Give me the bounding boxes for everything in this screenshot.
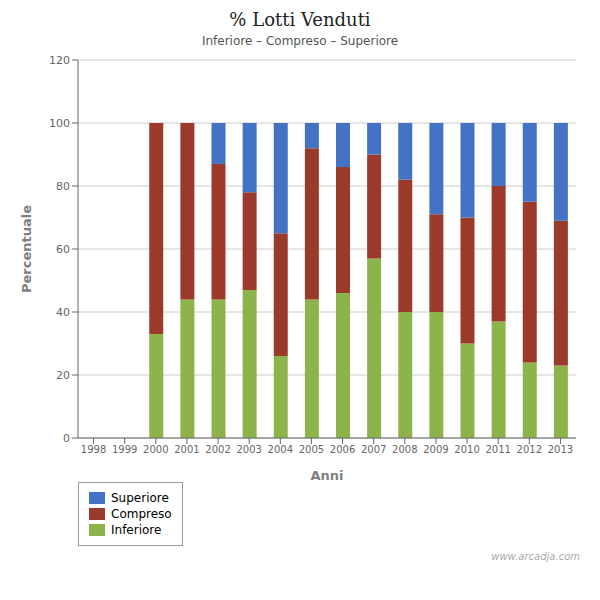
html-text:Inferiore – Compreso – Superio: Inferiore – Compreso – Superiore <box>201 34 399 48</box>
svg-text:Anni: Anni <box>310 468 343 483</box>
svg-text:1999: 1999 <box>112 444 137 455</box>
svg-text:120: 120 <box>49 54 70 67</box>
svg-text:2012: 2012 <box>517 444 542 455</box>
svg-text:2005: 2005 <box>299 444 324 455</box>
svg-text:2003: 2003 <box>236 444 261 455</box>
svg-text:2011: 2011 <box>485 444 510 455</box>
svg-text:2013: 2013 <box>548 444 573 455</box>
svg-text:80: 80 <box>56 180 70 193</box>
svg-text:0: 0 <box>63 432 70 445</box>
html-text:Superiore: Superiore <box>111 491 169 505</box>
svg-text:2004: 2004 <box>268 444 293 455</box>
svg-text:60: 60 <box>56 243 70 256</box>
svg-text:2009: 2009 <box>423 444 448 455</box>
svg-text:2000: 2000 <box>143 444 168 455</box>
svg-text:2007: 2007 <box>361 444 386 455</box>
svg-text:Percentuale: Percentuale <box>19 205 34 293</box>
svg-text:2008: 2008 <box>392 444 417 455</box>
svg-text:20: 20 <box>56 369 70 382</box>
svg-text:2001: 2001 <box>174 444 199 455</box>
html-text:Inferiore: Inferiore <box>111 523 162 537</box>
svg-text:40: 40 <box>56 306 70 319</box>
html-text:Compreso: Compreso <box>111 507 172 521</box>
svg-text:100: 100 <box>49 117 70 130</box>
html-text:www.arcadja.com: www.arcadja.com <box>491 551 580 562</box>
svg-text:2002: 2002 <box>205 444 230 455</box>
svg-text:2010: 2010 <box>454 444 479 455</box>
svg-text:2006: 2006 <box>330 444 355 455</box>
svg-text:1998: 1998 <box>81 444 106 455</box>
html-text:% Lotti Venduti: % Lotti Venduti <box>229 9 371 30</box>
